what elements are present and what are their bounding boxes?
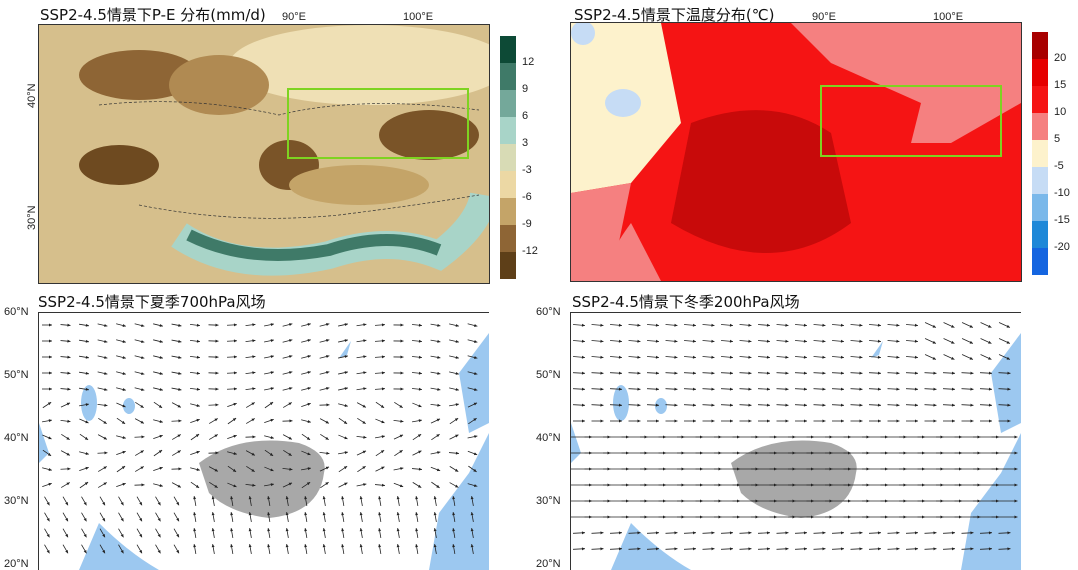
winter-wind-title: SSP2-4.5情景下冬季200hPa风场 (572, 291, 800, 312)
winter-wind-map (570, 312, 1021, 570)
colorbar-label: -20 (1054, 241, 1070, 253)
colorbar-swatch (1032, 167, 1048, 194)
lat-tick: 20°N (536, 558, 561, 570)
colorbar-swatch (500, 171, 516, 198)
colorbar-label: -10 (1054, 187, 1070, 199)
colorbar-swatch (1032, 248, 1048, 275)
pe-field (39, 25, 489, 283)
temp-field (571, 23, 1021, 281)
temp-colorbar (1032, 32, 1048, 275)
colorbar-swatch (1032, 113, 1048, 140)
pe-map (38, 24, 490, 284)
summer-wind-map (38, 312, 489, 570)
summer-wind-title: SSP2-4.5情景下夏季700hPa风场 (38, 291, 266, 312)
colorbar-swatch (1032, 59, 1048, 86)
colorbar-label: 20 (1054, 52, 1066, 64)
colorbar-label: -9 (522, 218, 532, 230)
colorbar-label: -5 (1054, 160, 1064, 172)
colorbar-swatch (500, 225, 516, 252)
colorbar-swatch (1032, 32, 1048, 59)
lat-tick: 40°N (536, 432, 561, 444)
colorbar-swatch (1032, 221, 1048, 248)
lon-tick: 100°E (403, 11, 433, 23)
lat-tick: 50°N (4, 369, 29, 381)
lat-tick: 60°N (4, 306, 29, 318)
colorbar-label: 3 (522, 137, 528, 149)
colorbar-label: 15 (1054, 79, 1066, 91)
temp-map (570, 22, 1022, 282)
colorbar-swatch (1032, 140, 1048, 167)
lat-tick: 20°N (4, 558, 29, 570)
colorbar-label: -12 (522, 245, 538, 257)
lake (81, 385, 97, 421)
colorbar-swatch (500, 117, 516, 144)
colorbar-swatch (500, 144, 516, 171)
lake (613, 385, 629, 421)
colorbar-label: -15 (1054, 214, 1070, 226)
colorbar-label: 9 (522, 83, 528, 95)
colorbar-label: 10 (1054, 106, 1066, 118)
lat-tick: 40°N (4, 432, 29, 444)
pe-title: SSP2-4.5情景下P-E 分布(mm/d) (40, 4, 266, 25)
lat-tick: 40°N (26, 83, 38, 108)
lat-tick: 60°N (536, 306, 561, 318)
colorbar-label: 6 (522, 110, 528, 122)
colorbar-swatch (500, 36, 516, 63)
colorbar-swatch (500, 63, 516, 90)
colorbar-swatch (1032, 194, 1048, 221)
lat-tick: 30°N (4, 495, 29, 507)
colorbar-label: 5 (1054, 133, 1060, 145)
colorbar-label: 12 (522, 56, 534, 68)
lon-tick: 90°E (282, 11, 306, 23)
colorbar-swatch (500, 90, 516, 117)
colorbar-label: -6 (522, 191, 532, 203)
colorbar-swatch (500, 198, 516, 225)
lat-tick: 30°N (536, 495, 561, 507)
lat-tick: 30°N (26, 205, 38, 230)
colorbar-swatch (500, 252, 516, 279)
lat-tick: 50°N (536, 369, 561, 381)
colorbar-label: -3 (522, 164, 532, 176)
lake (123, 398, 135, 414)
pe-colorbar (500, 36, 516, 279)
colorbar-swatch (1032, 86, 1048, 113)
